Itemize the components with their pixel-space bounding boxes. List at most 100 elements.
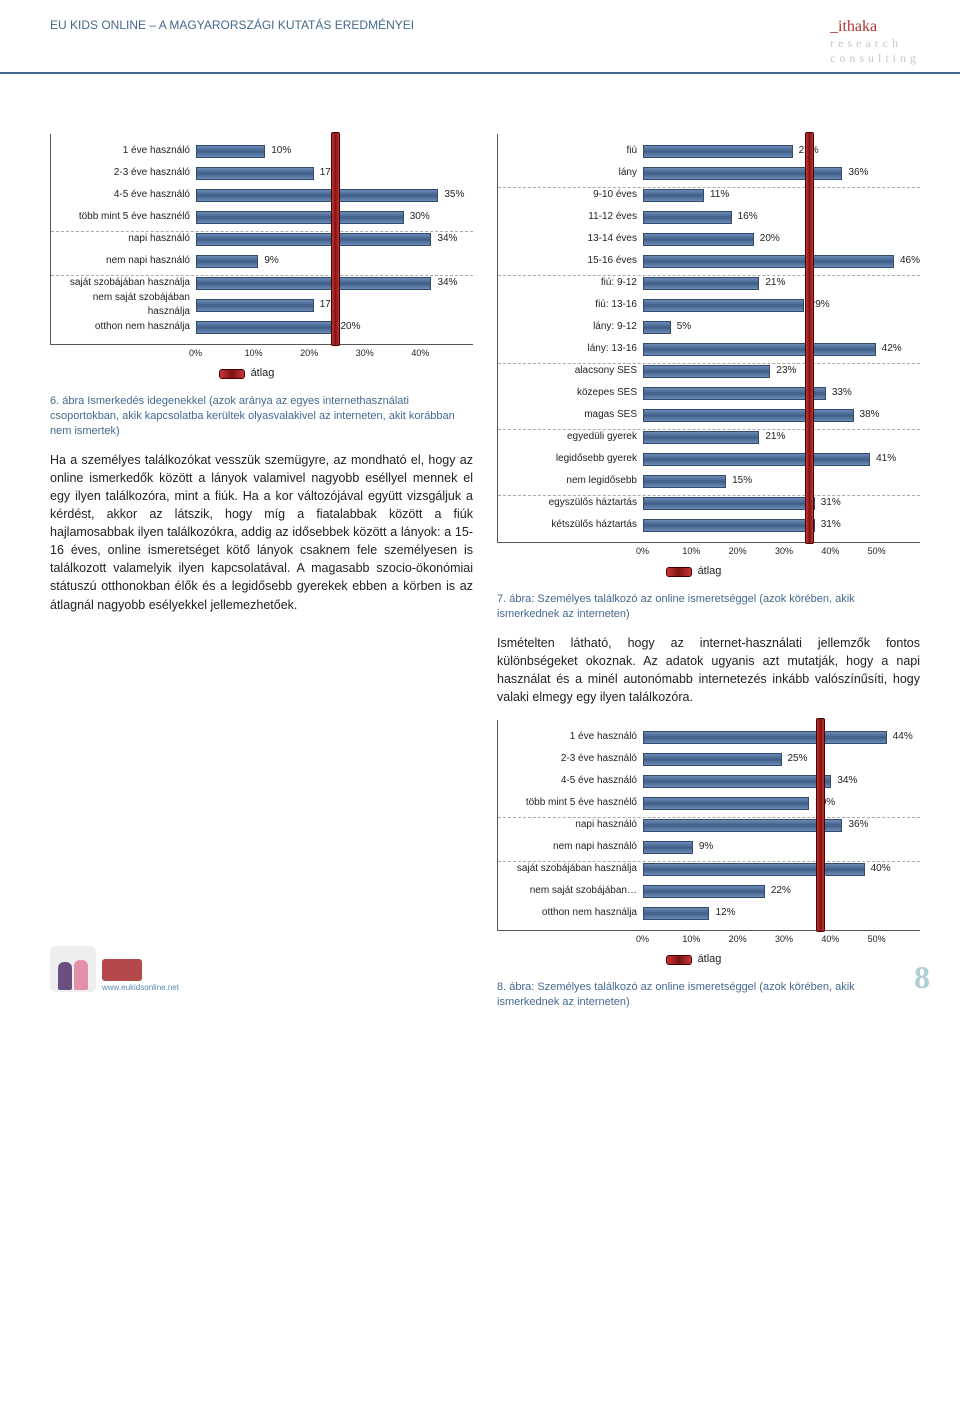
chart-row-value: 27%	[799, 144, 819, 159]
chart-row: 11-12 éves 16%	[498, 206, 920, 228]
chart-row-plot: 10%	[196, 140, 473, 162]
chart-row-label: 4-5 éve használó	[498, 774, 643, 789]
chart-6-caption: 6. ábra Ismerkedés idegenekkel (azok ará…	[50, 394, 473, 439]
chart-7-caption: 7. ábra: Személyes találkozó az online i…	[497, 592, 920, 622]
chart-row-plot: 36%	[643, 814, 920, 836]
chart-row-plot: 31%	[643, 492, 920, 514]
kids-avatar-icon	[50, 946, 96, 992]
chart-6: 1 éve használó 10% 2-3 éve használó17% 4-5 …	[50, 134, 473, 382]
chart-row-value: 20%	[760, 232, 780, 247]
chart-row-label: 2-3 éve használó	[498, 752, 643, 767]
chart-row-plot: 27%	[643, 140, 920, 162]
chart-row-label: több mint 5 éve hasznélő	[51, 210, 196, 225]
chart-row-plot: 5%	[643, 316, 920, 338]
chart-row-value: 12%	[715, 906, 735, 921]
chart-row-value: 46%	[900, 254, 920, 269]
chart-row-value: 31%	[821, 518, 841, 533]
chart-row-plot: 23%	[643, 360, 920, 382]
chart-row-label: egyedüli gyerek	[498, 430, 643, 445]
chart-row-value: 17%	[320, 298, 340, 313]
chart-row-plot: 36%	[643, 162, 920, 184]
chart-row-plot: 42%	[643, 338, 920, 360]
chart-row: 15-16 éves46%	[498, 250, 920, 272]
chart-row-label: 1 éve használó	[51, 144, 196, 159]
chart-row: fiú: 9-12 21%	[498, 272, 920, 294]
left-body-text: Ha a személyes találkozókat vesszük szem…	[50, 451, 473, 614]
chart-row-value: 33%	[832, 386, 852, 401]
chart-row-plot: 30%	[196, 206, 473, 228]
logo-main: _ithaka	[830, 18, 920, 36]
chart-row: 2-3 éve használó17%	[51, 162, 473, 184]
chart-row-plot: 21%	[643, 426, 920, 448]
chart-row-value: 38%	[860, 408, 880, 423]
chart-row-plot: 40%	[643, 858, 920, 880]
chart-row: saját szobájában használja 40%	[498, 858, 920, 880]
legend-label: átlag	[251, 366, 275, 382]
chart-row-label: 11-12 éves	[498, 210, 643, 225]
chart-row-label: otthon nem használja	[498, 906, 643, 921]
chart-row-value: 41%	[876, 452, 896, 467]
legend-label: átlag	[698, 564, 722, 580]
right-body-text: Ismételten látható, hogy az internet-has…	[497, 634, 920, 707]
page-number: 8	[914, 959, 930, 996]
chart-row-value: 22%	[771, 884, 791, 899]
chart-row: fiú27%	[498, 140, 920, 162]
chart-row: 1 éve használó44%	[498, 726, 920, 748]
chart-row-plot: 33%	[643, 382, 920, 404]
chart-row-value: 11%	[710, 188, 729, 203]
chart-row-label: 9-10 éves	[498, 188, 643, 203]
chart-row-plot: 12%	[643, 902, 920, 924]
chart-7: fiú27%lány36%9-10 éves11%11-12 éves16%13…	[497, 134, 920, 580]
chart-row-value: 21%	[765, 276, 785, 291]
chart-row: legidősebb gyerek41%	[498, 448, 920, 470]
chart-row-label: nem legidősebb	[498, 474, 643, 489]
chart-row-value: 15%	[732, 474, 752, 489]
chart-row-plot: 16%	[643, 206, 920, 228]
legend-mark-icon	[666, 567, 692, 577]
chart-row-plot: 15%	[643, 470, 920, 492]
left-column: 1 éve használó 10% 2-3 éve használó17% 4-5 …	[50, 134, 473, 1022]
chart-row-value: 23%	[776, 364, 796, 379]
chart-row: otthon nem használja 12%	[498, 902, 920, 924]
chart-row-value: 16%	[738, 210, 758, 225]
chart-row: kétszülős háztartás31%	[498, 514, 920, 536]
chart-row-plot: 31%	[643, 514, 920, 536]
chart-row: egyedüli gyerek21%	[498, 426, 920, 448]
chart-row-label: saját szobájában használja	[498, 862, 643, 877]
chart-legend: átlag	[497, 952, 920, 968]
chart-row: 9-10 éves 11%	[498, 184, 920, 206]
content-columns: 1 éve használó10%2-3 éve használó17%4-5 …	[0, 74, 960, 1022]
chart-row-value: 42%	[882, 342, 902, 357]
chart-row: nem saját szobájában használja17%	[51, 294, 473, 316]
chart-row: fiú: 13-1629%	[498, 294, 920, 316]
chart-row-label: több mint 5 éve hasznélő	[498, 796, 643, 811]
chart-row-label: 4-5 éve használó	[51, 188, 196, 203]
chart-row: nem saját szobájában… 22%	[498, 880, 920, 902]
chart-row-value: 36%	[848, 166, 868, 181]
chart-row: nem napi használó9%	[498, 836, 920, 858]
chart-row: több mint 5 éve hasznélő 30%	[498, 792, 920, 814]
chart-row-label: közepes SES	[498, 386, 643, 401]
chart-row-value: 20%	[341, 320, 361, 335]
chart-row-plot: 29%	[643, 294, 920, 316]
chart-row: napi használó34%	[51, 228, 473, 250]
chart-row-label: nem saját szobájában…	[498, 884, 643, 899]
chart-row: több mint 5 éve hasznélő 30%	[51, 206, 473, 228]
chart-row: otthon nem használja20%	[51, 316, 473, 338]
chart-row-value: 9%	[264, 254, 278, 269]
chart-row-plot: 34%	[643, 770, 920, 792]
chart-row-value: 10%	[271, 144, 291, 159]
chart-row-value: 30%	[410, 210, 430, 225]
chart-row-value: 40%	[871, 862, 891, 877]
chart-row-plot: 17%	[196, 294, 473, 316]
logo-sub1: research	[830, 36, 920, 51]
chart-row: 13-14 éves 20%	[498, 228, 920, 250]
chart-row-value: 17%	[320, 166, 340, 181]
chart-row-value: 31%	[821, 496, 841, 511]
chart-row: 1 éve használó 10%	[51, 140, 473, 162]
chart-row-label: fiú: 9-12	[498, 276, 643, 291]
chart-row-label: 13-14 éves	[498, 232, 643, 247]
chart-row: nem legidősebb 15%	[498, 470, 920, 492]
chart-row-value: 30%	[815, 796, 835, 811]
chart-row: lány: 13-1642%	[498, 338, 920, 360]
